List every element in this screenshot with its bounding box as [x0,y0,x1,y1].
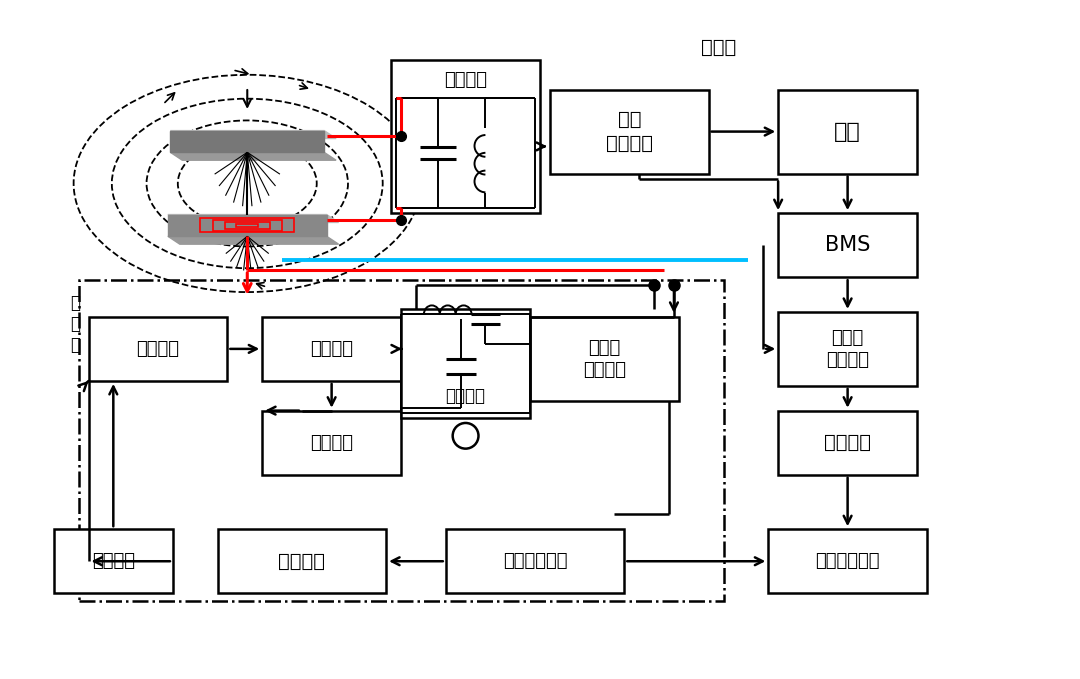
Polygon shape [171,130,336,139]
Bar [401,310,530,418]
Text: 车载端: 车载端 [701,38,737,57]
Text: 整定模块: 整定模块 [824,433,872,452]
Bar [237,224,258,227]
Bar [779,90,917,174]
Text: 电池: 电池 [834,122,861,142]
Bar [262,411,401,475]
Polygon shape [167,215,326,236]
Bar [530,317,679,401]
Polygon shape [171,152,336,160]
Bar [89,317,228,381]
Polygon shape [167,236,338,244]
Polygon shape [171,130,324,152]
Bar [213,220,282,231]
Bar [391,60,540,213]
Bar [262,317,401,381]
Bar [225,222,270,229]
Polygon shape [167,215,338,223]
Bar [550,90,708,174]
Bar [768,529,927,593]
Bar [779,411,917,475]
Text: BMS: BMS [825,235,870,255]
Text: 逆变电路: 逆变电路 [310,340,353,358]
Text: 控制系统: 控制系统 [279,552,325,571]
Bar [79,280,724,601]
Text: 交流输入: 交流输入 [92,552,135,570]
Bar [779,213,917,277]
Text: 高频
整流滤波: 高频 整流滤波 [606,110,652,153]
Text: 发射端
电流检测: 发射端 电流检测 [583,339,626,379]
Bar [200,219,295,232]
Text: 谐振拓扑: 谐振拓扑 [444,71,487,89]
Bar [217,529,387,593]
Bar [779,312,917,386]
Text: 负载端
电流检测: 负载端 电流检测 [826,329,869,369]
Text: 地
面
端: 地 面 端 [70,295,81,354]
Text: 逆变驱动: 逆变驱动 [310,434,353,452]
Bar [54,529,173,593]
Text: 无线数据发送: 无线数据发送 [815,552,880,570]
Text: 谐振拓扑: 谐振拓扑 [446,387,486,405]
Bar [446,529,624,593]
Text: 整流滤波: 整流滤波 [136,340,179,358]
Text: 无线数据接收: 无线数据接收 [503,552,567,570]
